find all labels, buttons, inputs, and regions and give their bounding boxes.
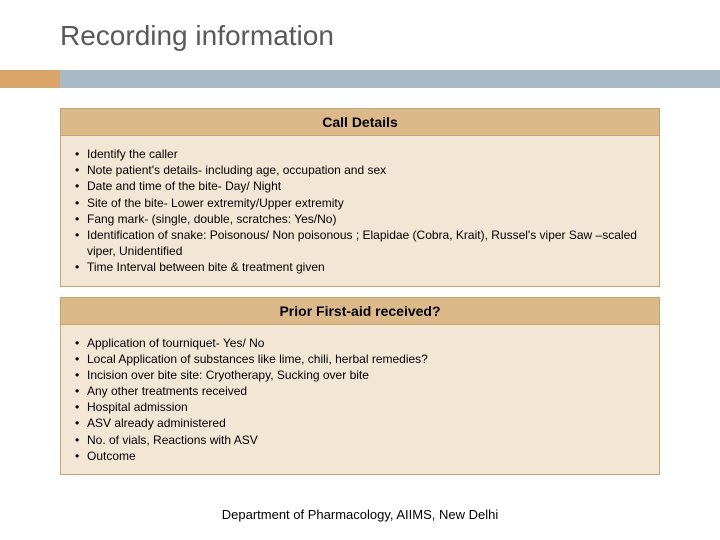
list-item: Date and time of the bite- Day/ Night: [73, 178, 647, 194]
slide-title: Recording information: [60, 20, 720, 52]
section-header-call-details: Call Details: [60, 108, 660, 136]
accent-bar: [0, 70, 720, 88]
content-area: Call Details Identify the caller Note pa…: [0, 108, 720, 475]
slide: Recording information Call Details Ident…: [0, 0, 720, 540]
section-header-first-aid: Prior First-aid received?: [60, 297, 660, 325]
footer-text: Department of Pharmacology, AIIMS, New D…: [0, 507, 720, 522]
list-item: No. of vials, Reactions with ASV: [73, 432, 647, 448]
accent-orange-block: [0, 70, 60, 88]
list-item: Identify the caller: [73, 146, 647, 162]
accent-blue-block: [60, 70, 720, 88]
list-item: Hospital admission: [73, 399, 647, 415]
list-item: Application of tourniquet- Yes/ No: [73, 335, 647, 351]
title-area: Recording information: [0, 20, 720, 52]
list-item: ASV already administered: [73, 415, 647, 431]
list-item: Outcome: [73, 448, 647, 464]
section-body-first-aid: Application of tourniquet- Yes/ No Local…: [60, 325, 660, 476]
list-item: Site of the bite- Lower extremity/Upper …: [73, 195, 647, 211]
section-body-call-details: Identify the caller Note patient's detai…: [60, 136, 660, 287]
first-aid-list: Application of tourniquet- Yes/ No Local…: [73, 335, 647, 465]
list-item: Note patient's details- including age, o…: [73, 162, 647, 178]
list-item: Fang mark- (single, double, scratches: Y…: [73, 211, 647, 227]
call-details-list: Identify the caller Note patient's detai…: [73, 146, 647, 276]
list-item: Any other treatments received: [73, 383, 647, 399]
list-item: Time Interval between bite & treatment g…: [73, 259, 647, 275]
list-item: Local Application of substances like lim…: [73, 351, 647, 367]
list-item: Incision over bite site: Cryotherapy, Su…: [73, 367, 647, 383]
list-item: Identification of snake: Poisonous/ Non …: [73, 227, 647, 259]
